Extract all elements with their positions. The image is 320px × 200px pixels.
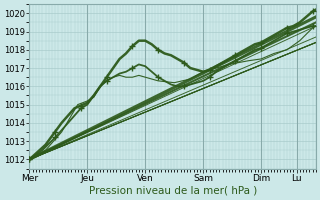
X-axis label: Pression niveau de la mer( hPa ): Pression niveau de la mer( hPa ) bbox=[89, 186, 257, 196]
